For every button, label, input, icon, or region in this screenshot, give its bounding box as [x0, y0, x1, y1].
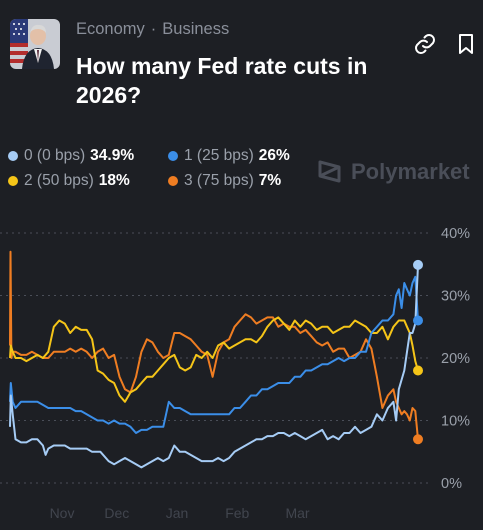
breadcrumb-business[interactable]: Business: [162, 20, 230, 38]
legend-label: 1 (25 bps): [184, 146, 254, 164]
legend-value: 34.9%: [90, 146, 135, 164]
market-header: Economy · Business How many Fed rate cuts …: [0, 0, 483, 130]
series-line: [9, 264, 419, 469]
breadcrumb-economy[interactable]: Economy: [76, 20, 145, 38]
legend-item-2-cuts[interactable]: 2 (50 bps) 18%: [8, 172, 168, 190]
legend-swatch: [8, 175, 18, 186]
link-icon[interactable]: [413, 32, 437, 56]
legend-row: 0 (0 bps) 34.9% 1 (25 bps) 26%: [8, 143, 308, 168]
series-endpoint[interactable]: [413, 315, 423, 326]
page-title: How many Fed rate cuts in 2026?: [76, 53, 368, 108]
y-tick-label: 20%: [441, 351, 470, 367]
legend-row: 2 (50 bps) 18% 3 (75 bps) 7%: [8, 168, 308, 193]
legend-label: 0 (0 bps): [24, 146, 86, 164]
series-line: [9, 250, 419, 440]
legend-label: 3 (75 bps): [184, 171, 254, 189]
series-endpoint[interactable]: [413, 434, 423, 445]
breadcrumb-separator: ·: [150, 20, 157, 38]
series-endpoint[interactable]: [413, 259, 423, 270]
legend-label: 2 (50 bps): [24, 171, 94, 189]
y-tick-label: 10%: [441, 414, 470, 430]
legend-value: 18%: [98, 171, 130, 189]
legend-value: 7%: [258, 171, 282, 189]
chart-legend: 0 (0 bps) 34.9% 1 (25 bps) 26% 2 (50 bps…: [8, 143, 308, 193]
avatar-image: [10, 19, 60, 69]
breadcrumb: Economy · Business: [76, 20, 229, 39]
x-tick-label: Nov: [50, 505, 75, 520]
bookmark-icon[interactable]: [454, 32, 478, 56]
polymarket-watermark: Polymarket: [317, 158, 470, 186]
x-tick-label: Dec: [104, 505, 129, 520]
watermark-text: Polymarket: [351, 159, 470, 184]
series-line: [9, 316, 419, 403]
legend-swatch: [8, 150, 18, 161]
y-tick-label: 40%: [441, 226, 470, 242]
probability-chart[interactable]: 0% 10% 20% 30% 40% Nov Dec Jan Feb Mar: [0, 220, 483, 520]
series-line: [9, 275, 419, 434]
legend-item-3-cuts[interactable]: 3 (75 bps) 7%: [168, 172, 281, 190]
legend-item-0-cuts[interactable]: 0 (0 bps) 34.9%: [8, 147, 168, 165]
x-axis-ticks: Nov Dec Jan Feb Mar: [50, 505, 310, 520]
legend-swatch: [168, 150, 178, 161]
market-avatar[interactable]: [10, 19, 60, 69]
polymarket-logo-icon: [318, 160, 341, 183]
x-tick-label: Feb: [225, 505, 249, 520]
legend-item-1-cut[interactable]: 1 (25 bps) 26%: [168, 147, 290, 165]
chart-series: [9, 250, 419, 469]
series-endpoint[interactable]: [413, 365, 423, 376]
y-tick-label: 30%: [441, 289, 470, 305]
y-axis-ticks: 0% 10% 20% 30% 40%: [441, 226, 470, 492]
chart-endpoints[interactable]: [413, 259, 423, 445]
legend-value: 26%: [258, 146, 290, 164]
y-tick-label: 0%: [441, 476, 462, 492]
x-tick-label: Mar: [285, 505, 309, 520]
x-tick-label: Jan: [166, 505, 189, 520]
legend-swatch: [168, 175, 178, 186]
